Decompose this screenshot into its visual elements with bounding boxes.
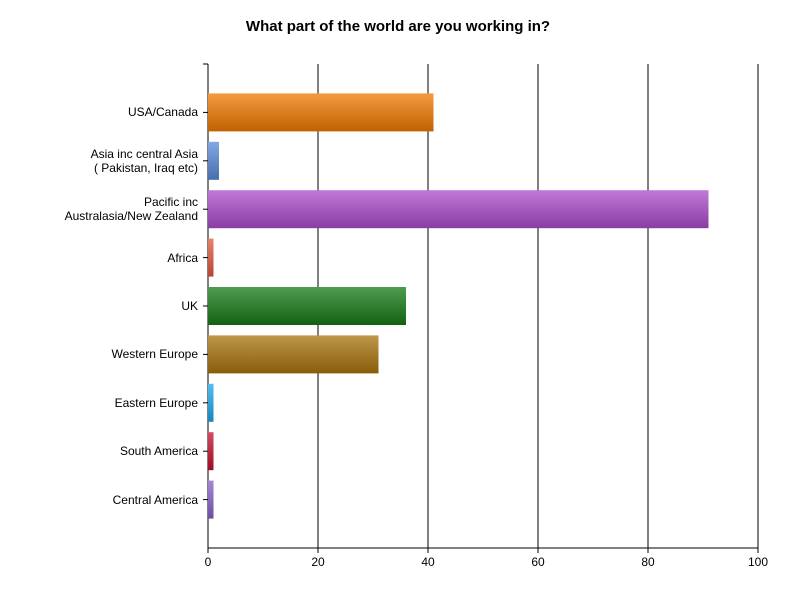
bar — [208, 383, 214, 422]
x-tick-label: 60 — [531, 555, 545, 569]
y-tick-label: Asia inc central Asia ( Pakistan, Iraq e… — [90, 146, 198, 175]
bar — [208, 432, 214, 471]
y-tick-label: Central America — [112, 492, 198, 507]
bar — [208, 335, 379, 374]
x-tick-label: 20 — [311, 555, 325, 569]
y-tick-label: South America — [119, 444, 198, 459]
x-tick-label: 40 — [421, 555, 435, 569]
bar — [208, 238, 214, 277]
x-tick-label: 100 — [748, 555, 768, 569]
bar — [208, 287, 406, 325]
bar — [208, 141, 219, 180]
bar — [208, 480, 214, 519]
y-tick-label: USA/Canada — [127, 105, 198, 120]
y-tick-label: Pacific inc Australasia/New Zealand — [64, 195, 198, 224]
y-tick-label: Western Europe — [111, 347, 199, 362]
x-tick-label: 80 — [641, 555, 655, 569]
bar — [208, 93, 434, 132]
bar — [208, 190, 709, 229]
x-tick-label: 0 — [205, 555, 212, 569]
chart-title: What part of the world are you working i… — [246, 18, 550, 35]
y-tick-label: Africa — [167, 250, 198, 265]
y-tick-label: Eastern Europe — [114, 395, 198, 410]
y-tick-label: UK — [181, 299, 198, 313]
